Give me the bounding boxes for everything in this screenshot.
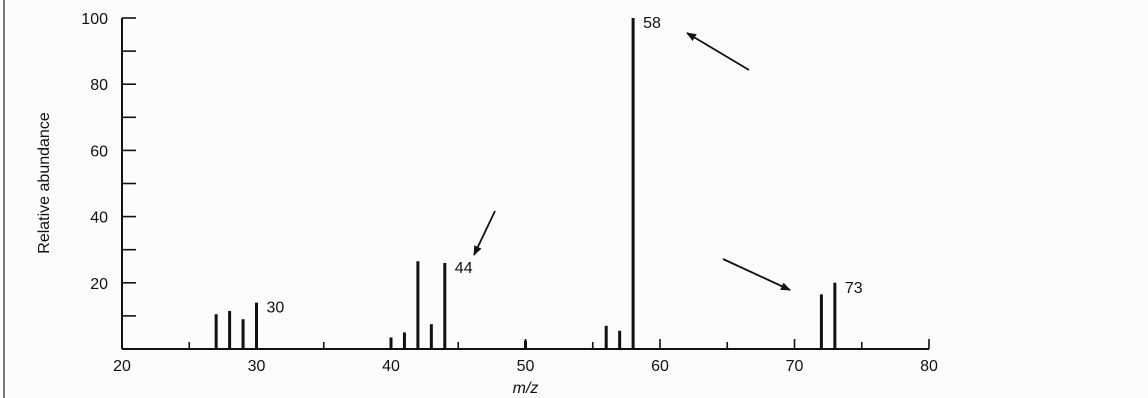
x-tick-label: 40: [382, 358, 400, 375]
y-tick-label: 60: [90, 143, 108, 160]
x-tick-label: 80: [920, 358, 938, 375]
page-edge-rule: [3, 0, 5, 398]
annotation-arrow-58: [686, 32, 750, 71]
peaks-group: [214, 18, 837, 349]
peak-label-30: 30: [267, 300, 285, 317]
y-tick-label: 20: [90, 276, 108, 293]
annotation-arrow-73: [722, 258, 791, 291]
x-tick-label: 70: [786, 358, 804, 375]
peak-label-58: 58: [643, 15, 661, 32]
y-tick-label: 100: [81, 11, 108, 28]
x-tick-label: 60: [651, 358, 669, 375]
labels-group: 30 44 58 73: [267, 15, 863, 317]
peak-label-44: 44: [455, 260, 473, 277]
x-axis-title: m/z: [513, 380, 539, 397]
y-axis-title: Relative abundance: [36, 112, 53, 254]
y-tick-label: 80: [90, 77, 108, 94]
y-tick-label: 40: [90, 210, 108, 227]
x-tick-label: 20: [113, 358, 131, 375]
annotation-arrow-44: [473, 210, 496, 256]
peak-label-73: 73: [845, 280, 863, 297]
x-tick-label: 30: [248, 358, 266, 375]
axes-group: 20 40 60 80 100 20 30 40 50 60 70 80 m/z Relative abu…: [36, 11, 938, 397]
x-tick-label: 50: [517, 358, 535, 375]
